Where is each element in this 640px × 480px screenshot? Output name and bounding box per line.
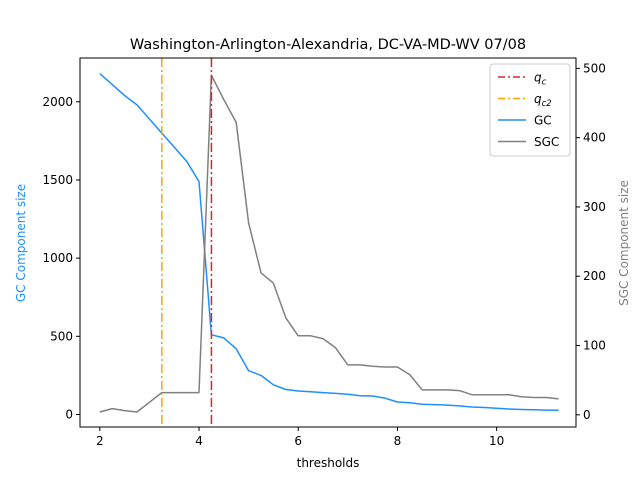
y-left-tick-label: 2000 bbox=[42, 95, 73, 109]
legend-box bbox=[489, 63, 571, 157]
legend: qc qc2 GC SGC bbox=[489, 63, 571, 157]
chart-title: Washington-Arlington-Alexandria, DC-VA-M… bbox=[130, 37, 526, 53]
y-axis-right-label: SGC Component size bbox=[617, 180, 631, 306]
plot-area bbox=[99, 58, 559, 427]
series-line-sgc bbox=[99, 74, 559, 413]
x-tick-label: 6 bbox=[294, 434, 302, 448]
x-tick-label: 10 bbox=[489, 434, 504, 448]
x-tick-label: 2 bbox=[96, 434, 104, 448]
x-axis-label: thresholds bbox=[297, 456, 360, 470]
x-tick-label: 8 bbox=[394, 434, 402, 448]
x-tick-label: 4 bbox=[195, 434, 203, 448]
y-right-tick-label: 0 bbox=[583, 408, 591, 422]
y-right-tick-label: 500 bbox=[583, 61, 606, 75]
legend-label-gc: GC bbox=[534, 114, 552, 128]
y-axis-left-label: GC Component size bbox=[14, 184, 28, 302]
y-left-tick-label: 0 bbox=[65, 407, 73, 421]
y-right-tick-label: 300 bbox=[583, 200, 606, 214]
y-right-tick-label: 400 bbox=[583, 131, 606, 145]
y-left-tick-label: 500 bbox=[50, 329, 73, 343]
plot-frame bbox=[79, 57, 577, 428]
series-line-gc bbox=[99, 73, 559, 412]
legend-label-q-c: qc bbox=[534, 71, 547, 88]
legend-label-q-c2: qc2 bbox=[534, 92, 552, 109]
y-right-tick-label: 100 bbox=[583, 339, 606, 353]
y-left-tick-label: 1500 bbox=[42, 173, 73, 187]
y-left-tick-label: 1000 bbox=[42, 251, 73, 265]
legend-label-sgc: SGC bbox=[534, 135, 559, 149]
y-right-tick-label: 200 bbox=[583, 269, 606, 283]
